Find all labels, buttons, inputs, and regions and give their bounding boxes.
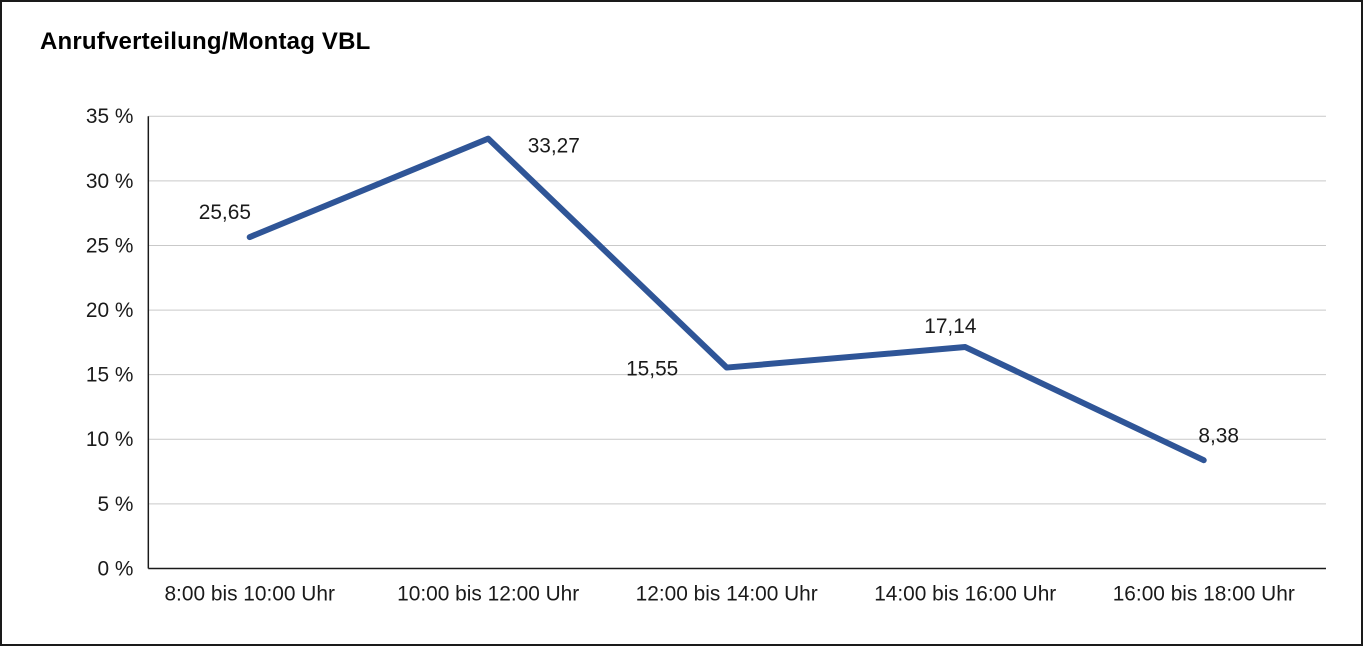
x-tick-label: 14:00 bis 16:00 Uhr [874, 582, 1056, 605]
data-label: 17,14 [924, 315, 976, 338]
data-label: 15,55 [626, 358, 678, 381]
y-tick-label: 35 % [86, 105, 134, 128]
x-tick-label: 10:00 bis 12:00 Uhr [397, 582, 579, 605]
y-tick-label: 10 % [86, 428, 134, 451]
y-tick-label: 5 % [97, 493, 133, 516]
data-label: 33,27 [528, 135, 580, 158]
chart-title: Anrufverteilung/Montag VBL [40, 28, 371, 55]
y-tick-label: 20 % [86, 299, 134, 322]
y-tick-label: 30 % [86, 170, 134, 193]
y-tick-label: 0 % [97, 557, 133, 580]
data-label: 8,38 [1198, 424, 1239, 447]
y-tick-label: 25 % [86, 234, 134, 257]
data-label: 25,65 [199, 201, 251, 224]
data-line [246, 135, 1207, 464]
x-tick-label: 8:00 bis 10:00 Uhr [164, 582, 335, 605]
y-tick-label: 15 % [86, 364, 134, 387]
x-tick-label: 16:00 bis 18:00 Uhr [1113, 582, 1295, 605]
x-tick-label: 12:00 bis 14:00 Uhr [636, 582, 818, 605]
